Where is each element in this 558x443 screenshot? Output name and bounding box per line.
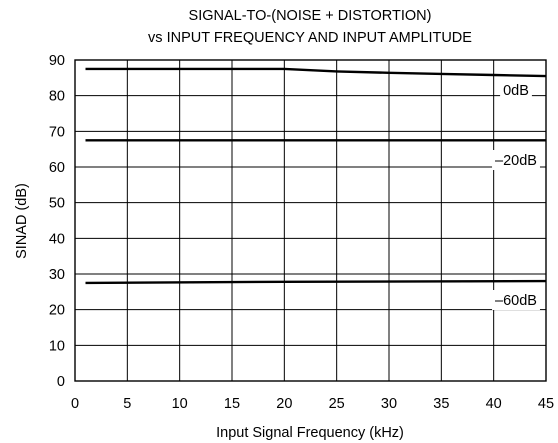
x-tick-labels: 0 5 10 15 20 25 30 35 40 45	[71, 396, 554, 412]
y-tick-label: 50	[49, 196, 65, 212]
series-label: 0dB	[503, 83, 529, 99]
y-tick-label: 0	[57, 374, 65, 390]
x-tick-label: 15	[224, 396, 240, 412]
y-tick-label: 10	[49, 338, 65, 354]
series-label-background	[492, 150, 540, 170]
series-label-background	[500, 80, 532, 100]
plot-frame	[74, 59, 547, 382]
y-tick-label: 80	[49, 89, 65, 105]
y-tick-label: 60	[49, 160, 65, 176]
grid	[74, 59, 547, 382]
series-label: –60dB	[495, 293, 537, 309]
x-tick-label: 20	[276, 396, 292, 412]
y-tick-label: 90	[49, 53, 65, 69]
series-line	[85, 67, 547, 78]
y-tick-label: 40	[49, 231, 65, 247]
x-tick-label: 25	[329, 396, 345, 412]
series-line	[85, 279, 547, 285]
y-axis-label: SINAD (dB)	[14, 183, 30, 259]
x-tick-label: 40	[486, 396, 502, 412]
y-tick-labels: 0 10 20 30 40 50 60 70 80 90	[49, 53, 65, 390]
y-tick-label: 30	[49, 267, 65, 283]
chart-title: SIGNAL-TO-(NOISE + DISTORTION)	[189, 8, 432, 24]
x-tick-label: 30	[381, 396, 397, 412]
x-tick-label: 35	[433, 396, 449, 412]
x-tick-label: 45	[538, 396, 554, 412]
y-tick-label: 20	[49, 303, 65, 319]
series-lines	[85, 67, 547, 285]
x-axis-label: Input Signal Frequency (kHz)	[216, 425, 404, 441]
y-tick-label: 70	[49, 124, 65, 140]
x-tick-label: 10	[172, 396, 188, 412]
x-tick-label: 0	[71, 396, 79, 412]
series-labels: 0dB –20dB –60dB	[492, 80, 540, 310]
x-tick-label: 5	[123, 396, 131, 412]
series-label: –20dB	[495, 153, 537, 169]
series-label-background	[492, 290, 540, 310]
chart-subtitle: vs INPUT FREQUENCY AND INPUT AMPLITUDE	[148, 30, 472, 46]
